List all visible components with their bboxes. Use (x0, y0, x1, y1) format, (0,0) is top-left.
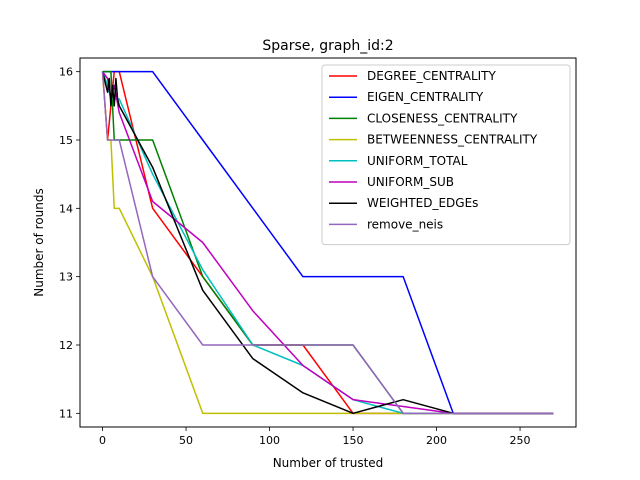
legend-label: DEGREE_CENTRALITY (367, 69, 497, 83)
x-tick-label: 200 (426, 434, 447, 447)
legend-label: UNIFORM_SUB (367, 175, 454, 189)
legend-label: UNIFORM_TOTAL (367, 154, 468, 168)
series-line-7 (101, 71, 554, 415)
x-tick-label: 100 (259, 434, 280, 447)
axes-frame (79, 57, 577, 428)
x-tick-label: 250 (510, 434, 531, 447)
legend-label: BETWEENNESS_CENTRALITY (367, 133, 538, 147)
y-axis-ticks: 11 12 13 14 15 16 (59, 66, 80, 420)
x-axis-ticks: 0 50 100 150 200 250 (99, 427, 531, 447)
y-tick-label: 15 (59, 134, 73, 147)
x-axis-label: Number of trusted (273, 456, 384, 470)
x-tick-label: 150 (343, 434, 364, 447)
y-tick-label: 16 (59, 66, 73, 79)
legend-label: WEIGHTED_EDGEs (367, 196, 478, 210)
legend-label: EIGEN_CENTRALITY (367, 90, 484, 104)
legend-box (321, 64, 571, 246)
legend: DEGREE_CENTRALITY EIGEN_CENTRALITY CLOSENE… (321, 64, 571, 246)
legend-label: CLOSENESS_CENTRALITY (367, 111, 518, 125)
y-tick-label: 13 (59, 271, 73, 284)
series-line-8 (101, 71, 554, 415)
chart-title: Sparse, graph_id:2 (262, 38, 393, 54)
plot-lines (101, 70, 554, 415)
y-tick-label: 11 (59, 407, 73, 420)
legend-label: remove_neis (367, 217, 443, 231)
x-tick-label: 50 (179, 434, 193, 447)
y-axis-label: Number of rounds (32, 188, 46, 297)
y-tick-label: 12 (59, 339, 73, 352)
y-tick-label: 14 (59, 202, 73, 215)
x-tick-label: 0 (99, 434, 106, 447)
